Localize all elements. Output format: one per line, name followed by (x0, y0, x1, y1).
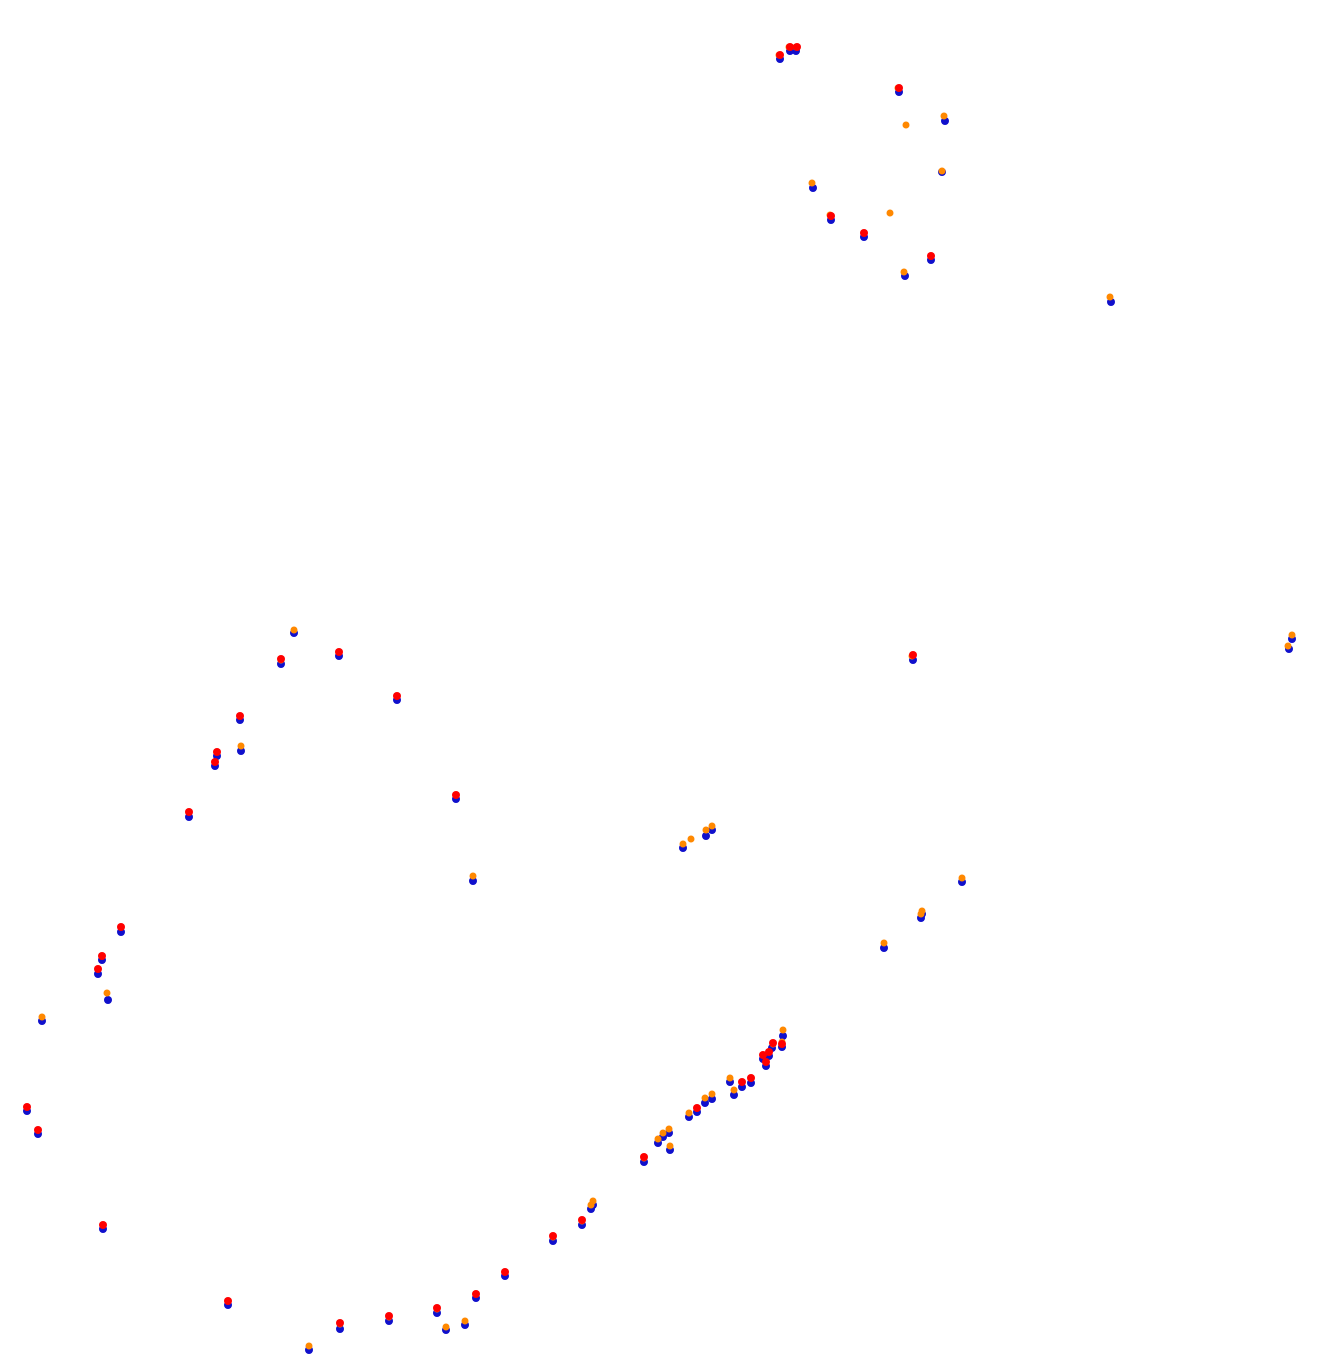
point-red-26 (762, 1058, 770, 1066)
point-red-34 (472, 1290, 480, 1298)
point-red-14 (452, 791, 460, 799)
point-red-18 (94, 965, 102, 973)
point-orange-59 (659, 1129, 667, 1137)
point-blue-19 (237, 747, 245, 755)
point-orange-13 (1106, 293, 1114, 301)
point-red-16 (117, 923, 125, 931)
point-blue-36 (104, 996, 112, 1004)
point-red-6 (927, 252, 935, 260)
point-orange-30 (702, 826, 710, 834)
point-red-1 (786, 43, 794, 51)
point-orange-39 (103, 989, 111, 997)
point-red-37 (336, 1319, 344, 1327)
point-red-33 (501, 1268, 509, 1276)
point-blue-70 (336, 1325, 344, 1333)
point-red-10 (236, 712, 244, 720)
point-red-22 (778, 1040, 786, 1048)
point-orange-5 (902, 121, 910, 129)
point-orange-34 (917, 910, 925, 918)
point-orange-6 (938, 167, 946, 175)
point-orange-69 (461, 1317, 469, 1325)
point-red-21 (99, 1221, 107, 1229)
point-orange-57 (685, 1109, 693, 1117)
point-red-0 (776, 51, 784, 59)
point-red-15 (909, 651, 917, 659)
point-orange-28 (679, 840, 687, 848)
point-red-5 (860, 229, 868, 237)
point-orange-4 (940, 112, 948, 120)
point-red-31 (578, 1216, 586, 1224)
point-orange-29 (687, 835, 695, 843)
point-orange-8 (886, 209, 894, 217)
point-orange-21 (237, 742, 245, 750)
point-red-29 (693, 1104, 701, 1112)
point-orange-61 (666, 1142, 674, 1150)
point-orange-64 (587, 1201, 595, 1209)
point-orange-54 (708, 1090, 716, 1098)
series-layer (23, 43, 1296, 1354)
point-red-19 (23, 1103, 31, 1111)
point-orange-26 (1284, 642, 1292, 650)
point-blue-51 (708, 1095, 716, 1103)
point-orange-60 (654, 1135, 662, 1143)
point-orange-40 (38, 1013, 46, 1021)
point-orange-11 (900, 268, 908, 276)
point-orange-44 (779, 1026, 787, 1034)
point-orange-71 (442, 1323, 450, 1331)
point-blue-22 (469, 877, 477, 885)
point-red-13 (185, 808, 193, 816)
point-blue-41 (779, 1032, 787, 1040)
point-orange-24 (469, 872, 477, 880)
point-red-7 (277, 655, 285, 663)
point-red-25 (759, 1051, 767, 1059)
point-orange-14 (290, 626, 298, 634)
point-orange-58 (665, 1125, 673, 1133)
point-orange-32 (958, 874, 966, 882)
point-red-27 (747, 1074, 755, 1082)
point-orange-74 (305, 1342, 313, 1350)
point-red-8 (335, 648, 343, 656)
point-orange-53 (730, 1086, 738, 1094)
point-red-11 (213, 748, 221, 756)
point-orange-52 (726, 1074, 734, 1082)
point-red-28 (738, 1078, 746, 1086)
point-red-23 (769, 1039, 777, 1047)
point-red-36 (385, 1312, 393, 1320)
point-red-38 (224, 1297, 232, 1305)
point-red-35 (433, 1304, 441, 1312)
point-orange-35 (880, 939, 888, 947)
point-orange-27 (1288, 631, 1296, 639)
point-red-12 (211, 758, 219, 766)
point-red-24 (765, 1048, 773, 1056)
point-red-4 (827, 212, 835, 220)
point-red-20 (34, 1126, 42, 1134)
point-blue-32 (880, 944, 888, 952)
point-red-32 (549, 1232, 557, 1240)
point-orange-7 (808, 179, 816, 187)
point-red-30 (640, 1153, 648, 1161)
point-orange-55 (701, 1094, 709, 1102)
point-red-2 (793, 43, 801, 51)
point-blue-52 (701, 1099, 709, 1107)
point-red-3 (895, 84, 903, 92)
point-orange-31 (708, 822, 716, 830)
point-red-9 (393, 692, 401, 700)
series-red (23, 43, 935, 1327)
point-blue-50 (730, 1091, 738, 1099)
point-blue-27 (702, 832, 710, 840)
point-red-17 (98, 952, 106, 960)
